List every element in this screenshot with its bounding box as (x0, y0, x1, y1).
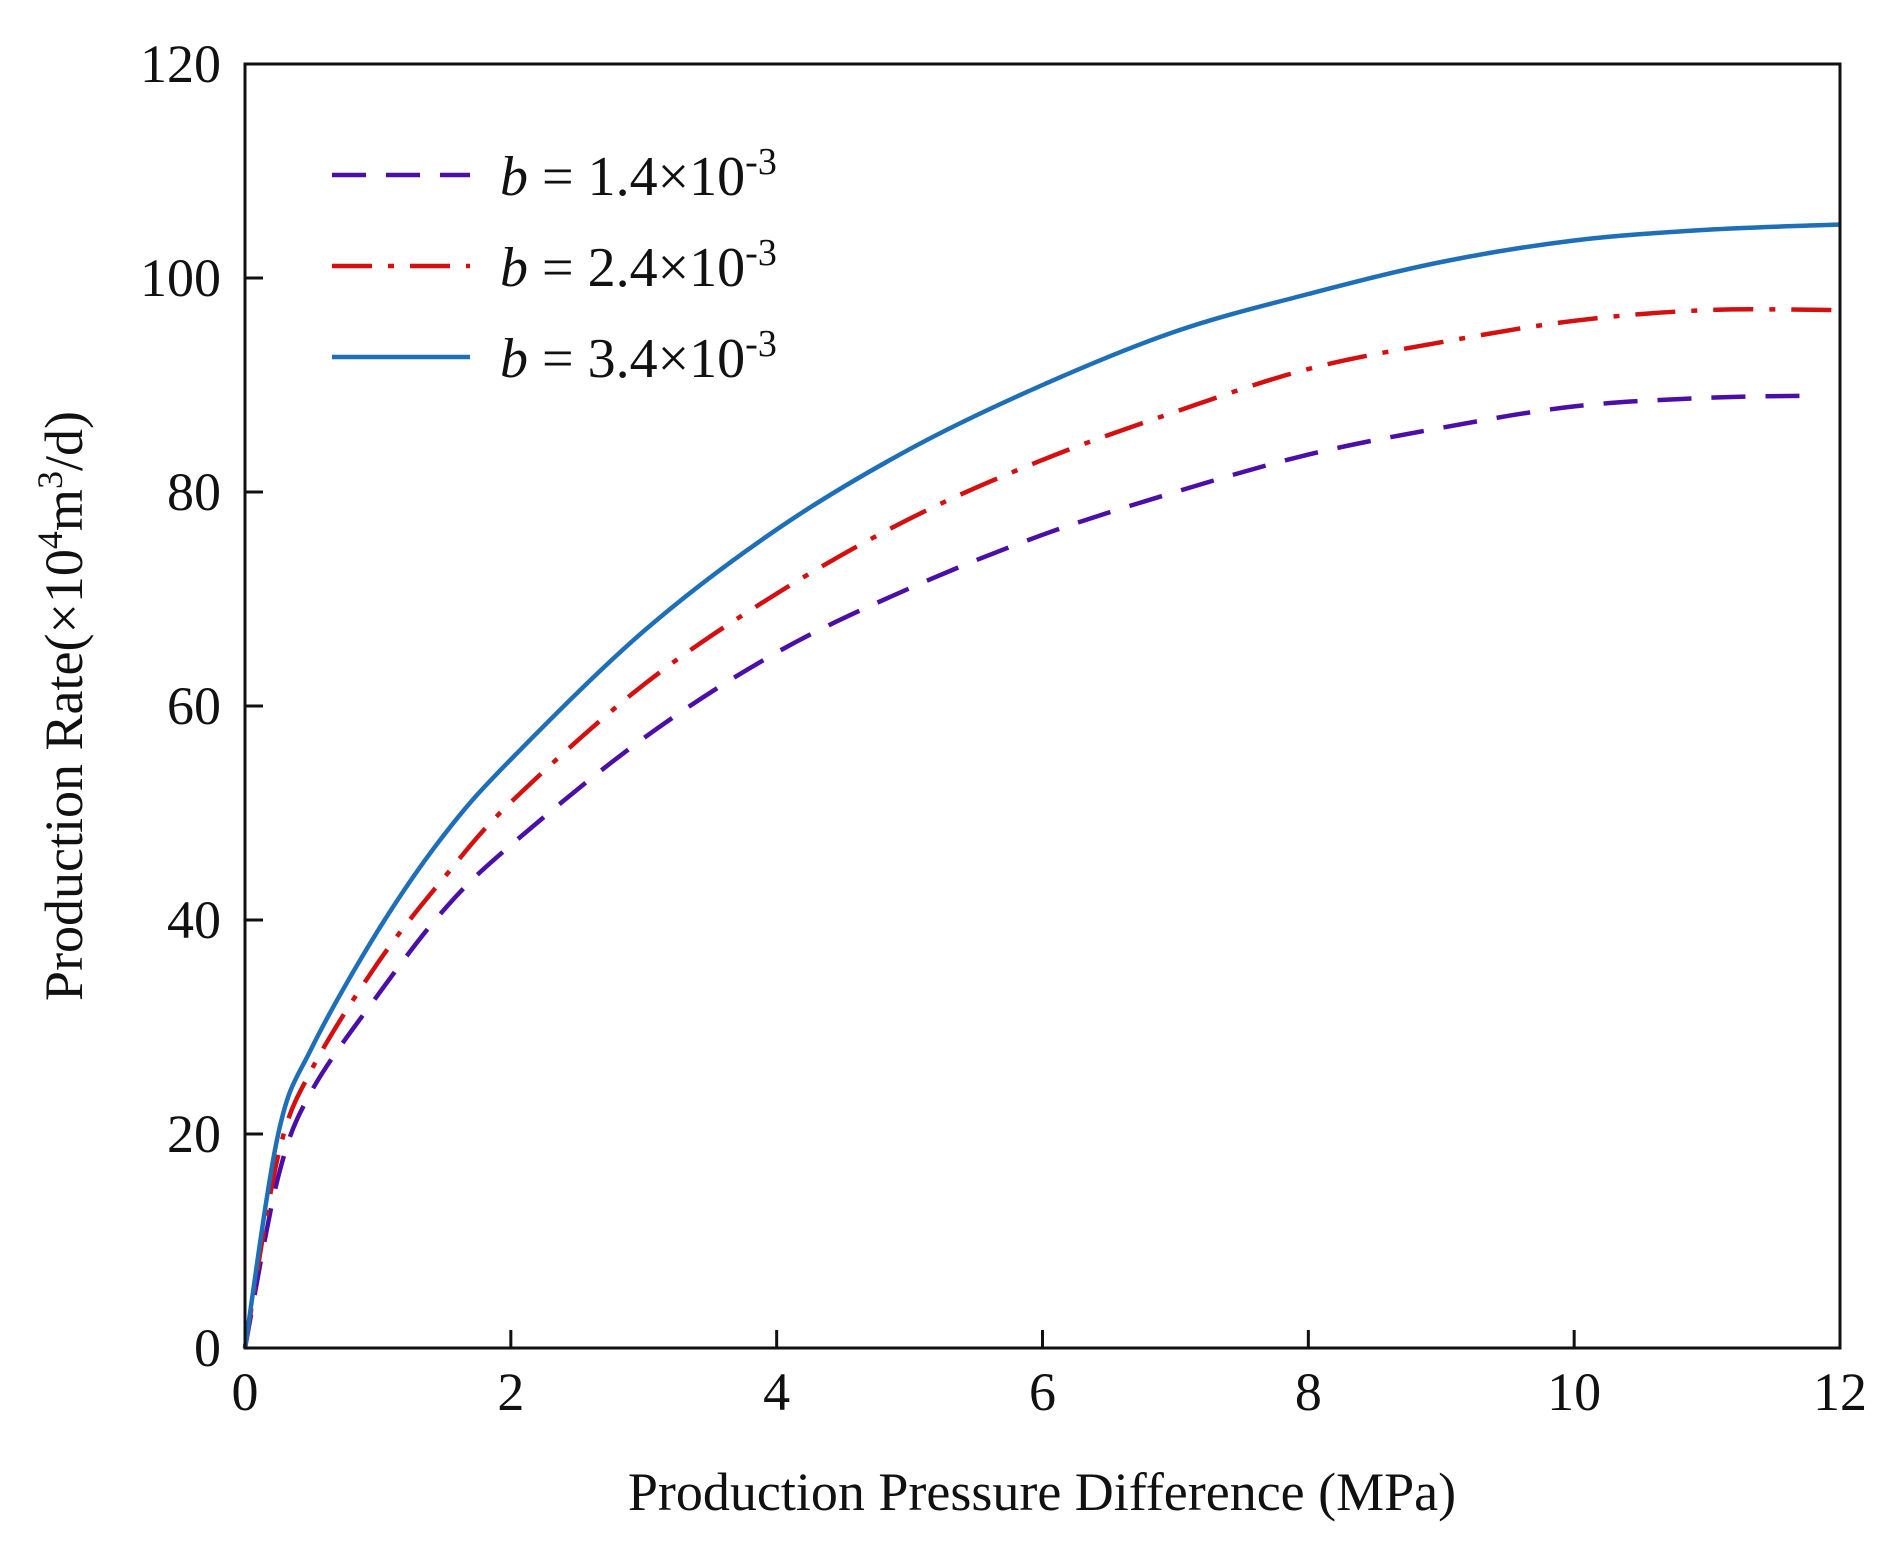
series-layer (242, 222, 1841, 1349)
y-axis-title-mid: m (34, 489, 94, 531)
x-tick-label-4: 8 (1295, 1362, 1322, 1422)
x-tick-label-6: 12 (1813, 1362, 1867, 1422)
series-line-3 (242, 222, 1841, 1349)
legend-eq-3: = 3.4×10 (528, 328, 745, 390)
legend-var-2: b (500, 237, 528, 299)
legend-var-1: b (500, 146, 528, 208)
legend-label-3: b = 3.4×10-3 (500, 323, 777, 390)
legend-exp-3: -3 (745, 323, 777, 365)
x-axis-title: Production Pressure Difference (MPa) (628, 1462, 1456, 1522)
legend: b = 1.4×10-3b = 2.4×10-3b = 3.4×10-3 (332, 141, 777, 390)
y-tick-label-5: 100 (140, 248, 221, 308)
y-tick-label-0: 0 (194, 1318, 221, 1378)
y-axis-title-suffix: /d) (34, 411, 94, 471)
y-tick-label-6: 120 (140, 34, 221, 94)
y-tick-label-1: 20 (167, 1104, 221, 1164)
x-tick-label-1: 2 (497, 1362, 524, 1422)
legend-var-3: b (500, 328, 528, 390)
y-axis-title-exp1: 4 (30, 531, 70, 549)
series-line-2 (242, 307, 1841, 1349)
plot-frame (243, 62, 1842, 1350)
y-axis-title: Production Rate(×104m3/d) (30, 411, 94, 1001)
y-axis-title-exp2: 3 (30, 471, 70, 489)
y-tick-label-2: 40 (167, 890, 221, 950)
legend-label-2: b = 2.4×10-3 (500, 232, 777, 299)
legend-exp-1: -3 (745, 141, 777, 183)
series-line-1 (242, 393, 1814, 1349)
x-tick-label-5: 10 (1547, 1362, 1601, 1422)
legend-label-1: b = 1.4×10-3 (500, 141, 777, 208)
legend-eq-1: = 1.4×10 (528, 146, 745, 208)
y-tick-label-3: 60 (167, 676, 221, 736)
legend-exp-2: -3 (745, 232, 777, 274)
y-axis-title-prefix: Production Rate(×10 (34, 549, 94, 1001)
x-tick-label-2: 4 (763, 1362, 790, 1422)
y-tick-label-4: 80 (167, 462, 221, 522)
legend-eq-2: = 2.4×10 (528, 237, 745, 299)
x-tick-label-0: 0 (232, 1362, 259, 1422)
x-tick-label-3: 6 (1029, 1362, 1056, 1422)
